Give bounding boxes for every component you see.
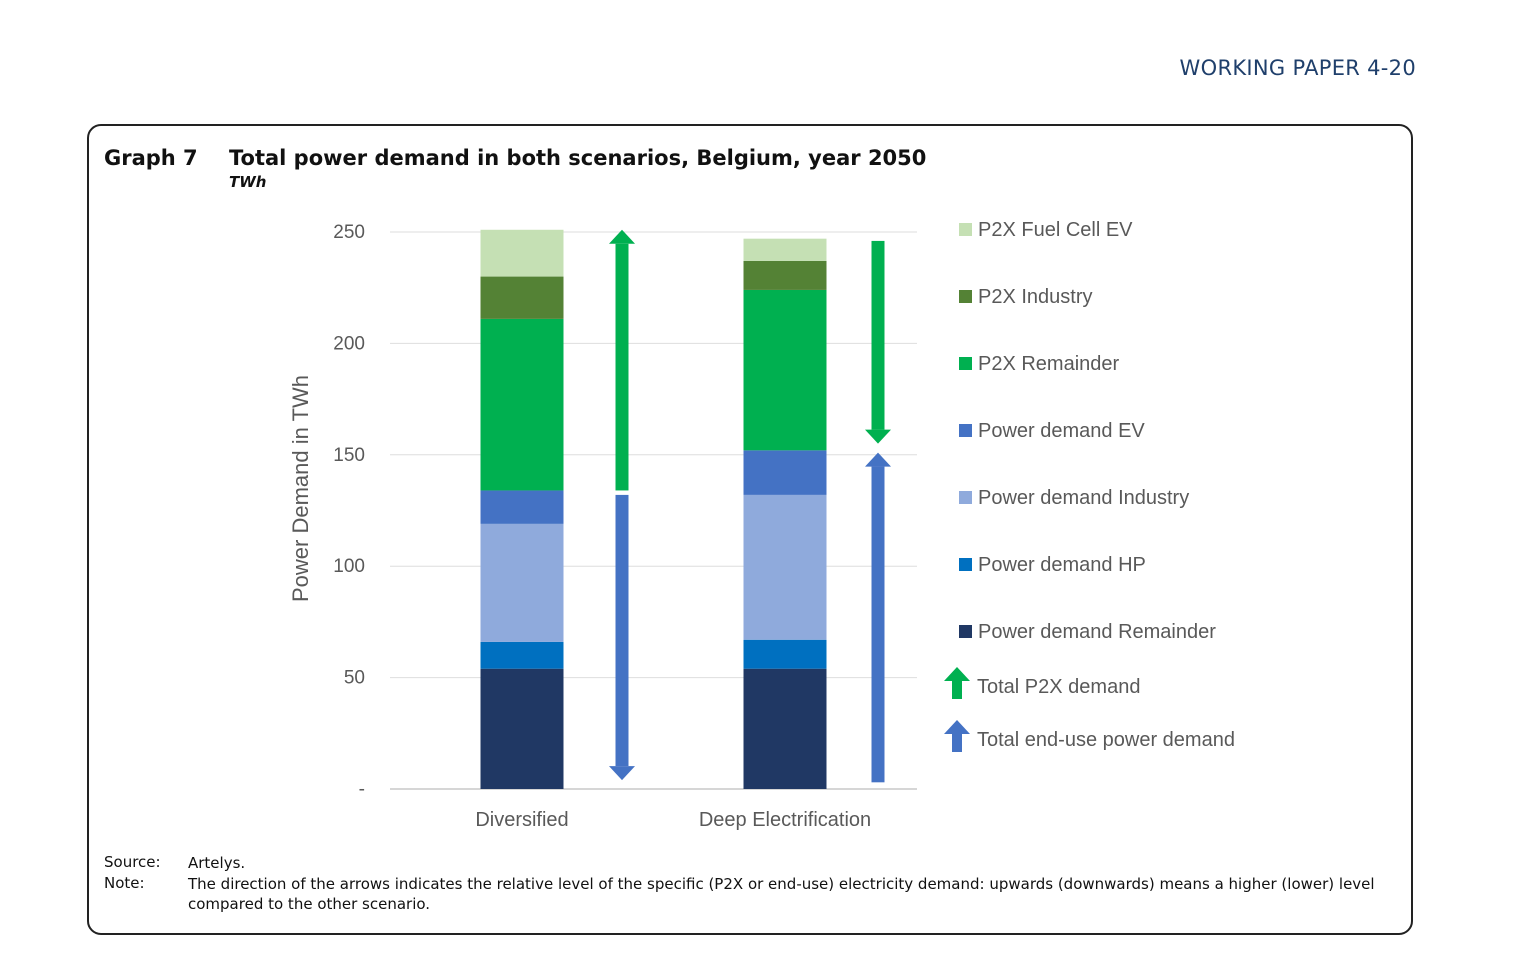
arrow-shaft: [952, 732, 962, 752]
y-tick-label: 150: [333, 445, 365, 466]
bars: [480, 229, 827, 789]
bar-segment-p2x-remainder: [743, 289, 827, 451]
legend-swatch: [959, 558, 972, 571]
arrow-head: [609, 229, 635, 244]
arrow-head: [865, 452, 891, 467]
y-tick-label: -: [359, 779, 365, 800]
bar-segment-power-demand-remainder: [743, 668, 827, 789]
y-tick-label: 100: [333, 556, 365, 577]
bar-segment-power-demand-hp: [480, 641, 564, 669]
demand-arrows: [609, 229, 891, 783]
bar-segment-power-demand-hp: [743, 639, 827, 669]
y-tick-label: 250: [333, 222, 365, 243]
working-paper-header: WORKING PAPER 4-20: [1179, 56, 1416, 80]
legend-label: Total end-use power demand: [977, 729, 1235, 751]
note-text: The direction of the arrows indicates th…: [188, 875, 1375, 913]
p2x-down-arrow: [865, 240, 891, 444]
bar-segment-power-demand-ev: [480, 490, 564, 524]
graph-title: Total power demand in both scenarios, Be…: [229, 146, 927, 170]
p2x-up-arrow: [609, 229, 635, 491]
p2x-legend-arrow-icon: [944, 667, 970, 699]
arrow-shaft: [871, 240, 885, 430]
bar-segment-power-demand-remainder: [480, 668, 564, 789]
axes: - 50 100 150 200 250 Power Demand in TWh Divers…: [288, 222, 871, 831]
arrow-head: [609, 766, 635, 781]
x-category-label: Diversified: [475, 809, 568, 831]
arrow-shaft: [952, 679, 962, 699]
end-use-down-arrow: [609, 494, 635, 781]
end-use-legend-arrow-icon: [944, 720, 970, 752]
graph-frame: [87, 124, 1413, 935]
graph-number: Graph 7: [104, 146, 198, 170]
y-axis-title: Power Demand in TWh: [288, 375, 313, 602]
bar-segment-power-demand-industry: [480, 523, 564, 642]
source-text: Artelys.: [188, 854, 246, 872]
end-use-up-arrow: [865, 452, 891, 783]
bar-segment-p2x-fuel-cell-ev: [480, 229, 564, 277]
note-label: Note:: [104, 874, 145, 892]
source-label: Source:: [104, 853, 161, 871]
arrow-shaft: [871, 466, 885, 783]
bar-segment-p2x-industry: [480, 276, 564, 319]
y-tick-label: 200: [333, 333, 365, 354]
x-category-label: Deep Electrification: [699, 809, 871, 831]
legend-swatch: [959, 491, 972, 504]
legend-label: P2X Fuel Cell EV: [978, 219, 1133, 241]
arrow-head: [944, 720, 970, 734]
legend: P2X Fuel Cell EV P2X Industry P2X Remainde…: [944, 219, 1235, 752]
legend-swatch: [959, 290, 972, 303]
legend-swatch: [959, 424, 972, 437]
arrow-head: [944, 667, 970, 681]
graph-unit: TWh: [229, 173, 267, 191]
bar-segment-p2x-fuel-cell-ev: [743, 238, 827, 261]
legend-label: Power demand Industry: [978, 487, 1189, 509]
legend-label: Power demand HP: [978, 554, 1146, 576]
legend-label: P2X Industry: [978, 286, 1093, 308]
arrow-shaft: [615, 494, 629, 767]
bar-segment-p2x-remainder: [480, 318, 564, 491]
legend-swatch: [959, 357, 972, 370]
bar-segment-power-demand-ev: [743, 450, 827, 495]
y-tick-label: 50: [344, 668, 365, 689]
legend-label: Total P2X demand: [977, 676, 1140, 698]
gridlines: [390, 231, 917, 790]
legend-swatch: [959, 223, 972, 236]
legend-swatch: [959, 625, 972, 638]
arrow-shaft: [615, 243, 629, 491]
bar-segment-p2x-industry: [743, 260, 827, 290]
arrow-head: [865, 429, 891, 444]
bar-segment-power-demand-industry: [743, 494, 827, 640]
legend-label: Power demand EV: [978, 420, 1145, 442]
legend-label: Power demand Remainder: [978, 621, 1216, 643]
legend-label: P2X Remainder: [978, 353, 1120, 375]
